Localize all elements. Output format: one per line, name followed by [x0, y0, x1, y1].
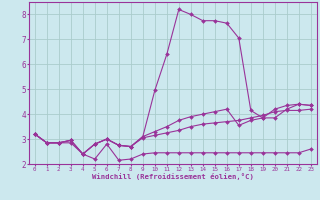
X-axis label: Windchill (Refroidissement éolien,°C): Windchill (Refroidissement éolien,°C)	[92, 173, 254, 180]
